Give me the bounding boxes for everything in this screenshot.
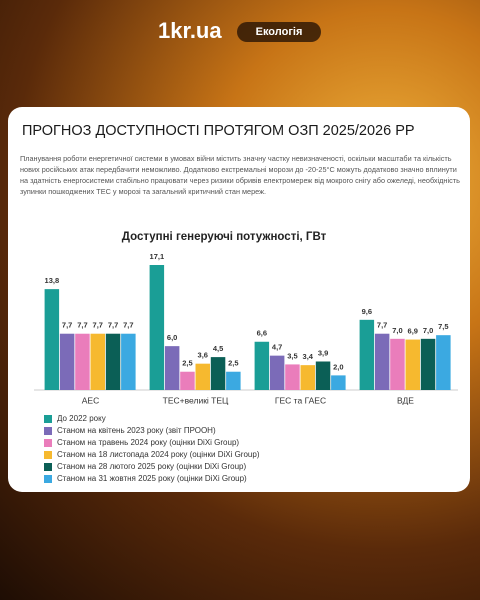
- bar: [331, 375, 346, 390]
- legend-swatch: [44, 427, 52, 435]
- value-label: 7,0: [423, 326, 433, 335]
- value-label: 7,7: [62, 321, 72, 330]
- legend-label: До 2022 року: [57, 414, 106, 423]
- legend-swatch: [44, 475, 52, 483]
- bar: [359, 319, 375, 390]
- bar: [149, 265, 165, 390]
- bar: [90, 333, 105, 390]
- chart: Доступні генеруючі потужності, ГВт 13,8 7…: [34, 231, 458, 483]
- bar: [44, 289, 60, 390]
- bar: [164, 346, 180, 390]
- bar: [420, 338, 436, 390]
- value-label: 6,0: [167, 333, 177, 342]
- bar: [105, 333, 121, 390]
- legend-swatch: [44, 439, 52, 447]
- bar: [210, 357, 226, 390]
- category-label: АЕС: [82, 395, 99, 405]
- value-label: 3,5: [287, 351, 297, 360]
- legend-label: Станом на 18 листопада 2024 року (оцінки…: [57, 450, 260, 459]
- value-label: 7,7: [108, 321, 118, 330]
- chart-title: Доступні генеруючі потужності, ГВт: [122, 231, 327, 243]
- legend-label: Станом на 31 жовтня 2025 року (оцінки Di…: [57, 474, 247, 483]
- legend-label: Станом на травень 2024 року (оцінки DiXi…: [57, 438, 239, 447]
- value-label: 17,1: [150, 252, 165, 261]
- bar: [374, 333, 390, 390]
- bar: [180, 371, 195, 390]
- bar: [315, 361, 331, 390]
- value-label: 2,5: [182, 359, 192, 368]
- value-label: 7,7: [77, 321, 87, 330]
- bar: [405, 339, 420, 390]
- bar: [285, 364, 300, 390]
- value-label: 7,5: [438, 322, 448, 331]
- category-label: ТЕС+великі ТЕЦ: [163, 395, 229, 405]
- value-label: 3,6: [198, 351, 208, 360]
- legend-swatch: [44, 451, 52, 459]
- value-label: 13,8: [45, 276, 60, 285]
- legend-swatch: [44, 463, 52, 471]
- brand-logo[interactable]: 1kr.ua: [158, 18, 222, 43]
- bar: [269, 355, 285, 390]
- value-label: 7,7: [123, 321, 133, 330]
- bar: [226, 371, 241, 390]
- value-label: 6,9: [408, 327, 418, 336]
- legend-label: Станом на квітень 2023 року (звіт ПРООН): [57, 426, 216, 435]
- card: ПРОГНОЗ ДОСТУПНОСТІ ПРОТЯГОМ ОЗП 2025/20…: [8, 107, 470, 492]
- value-label: 3,4: [303, 352, 314, 361]
- value-label: 7,7: [93, 321, 103, 330]
- value-label: 4,7: [272, 343, 282, 352]
- category-label: ГЕС та ГАЕС: [275, 395, 326, 405]
- value-label: 7,0: [392, 326, 402, 335]
- value-label: 3,9: [318, 348, 328, 357]
- card-text: Планування роботи енергетичної системи в…: [20, 154, 460, 196]
- bar: [300, 365, 315, 390]
- bar: [59, 333, 75, 390]
- bar: [436, 335, 451, 390]
- value-label: 9,6: [362, 307, 372, 316]
- value-label: 7,7: [377, 321, 387, 330]
- bar: [254, 341, 270, 390]
- category-tag[interactable]: Екологія: [237, 22, 321, 42]
- legend-swatch: [44, 415, 52, 423]
- value-label: 2,5: [228, 359, 238, 368]
- card-title: ПРОГНОЗ ДОСТУПНОСТІ ПРОТЯГОМ ОЗП 2025/20…: [22, 123, 415, 139]
- value-label: 4,5: [213, 344, 223, 353]
- value-label: 2,0: [333, 362, 343, 371]
- bar: [75, 333, 90, 390]
- legend-label: Станом на 28 лютого 2025 року (оцінки Di…: [57, 462, 246, 471]
- bar: [121, 333, 136, 390]
- bar: [390, 338, 405, 390]
- bar: [195, 363, 210, 390]
- category-label: ВДЕ: [397, 395, 414, 405]
- value-label: 6,6: [257, 329, 267, 338]
